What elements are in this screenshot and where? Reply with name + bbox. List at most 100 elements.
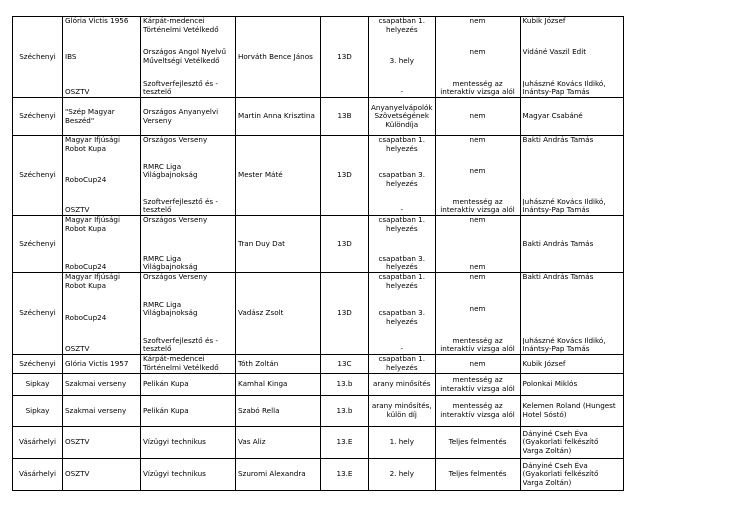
table-cell: Országos Verseny RMRC Liga Világbajnokság… bbox=[140, 272, 236, 355]
table-cell: csapatban 1. helyezés csapatban 3. helyez… bbox=[368, 135, 436, 216]
cell-text: nem bbox=[469, 273, 486, 281]
table-cell: Szuromi Alexandra bbox=[235, 458, 321, 491]
cell-content: Polonkai Miklós bbox=[522, 375, 621, 395]
table-cell: Vásárhelyi bbox=[12, 426, 63, 459]
table-cell: 13.E bbox=[320, 426, 369, 459]
cell-content: Kamhal Kinga bbox=[238, 375, 318, 395]
table-cell: Magyar Ifjúsági Robot Kupa RoboCup24 bbox=[62, 215, 141, 273]
table-cell: Glória Victis 1956 IBS OSZTV bbox=[62, 16, 141, 98]
cell-text: Pelikán Kupa bbox=[143, 379, 189, 389]
cell-content: Szakmai verseny bbox=[65, 397, 138, 426]
cell-text: RMRC Liga Világbajnokság bbox=[143, 161, 198, 180]
table-row: Széchenyi Magyar Ifjúsági Robot Kupa RoboC… bbox=[12, 135, 624, 216]
cell-text: IBS bbox=[65, 51, 77, 61]
cell-content: arany minősítés bbox=[371, 375, 433, 395]
cell-content: nem nem bbox=[438, 217, 518, 272]
table-cell: 2. hely bbox=[368, 458, 436, 491]
cell-text: csapatban 1. helyezés bbox=[378, 216, 426, 233]
cell-text: nem bbox=[469, 136, 486, 144]
cell-text: Sipkay bbox=[25, 379, 50, 389]
table-cell: Polonkai Miklós bbox=[519, 373, 624, 396]
table-row: Széchenyi Magyar Ifjúsági Robot Kupa RoboC… bbox=[12, 215, 624, 273]
cell-text: Vas Aliz bbox=[238, 437, 266, 447]
cell-content: Széchenyi bbox=[15, 99, 60, 135]
table-cell: Széchenyi bbox=[12, 16, 63, 98]
table-cell: Bakti András Tamás bbox=[519, 215, 624, 273]
cell-text: Kamhal Kinga bbox=[238, 379, 288, 389]
cell-text: Széchenyi bbox=[19, 238, 56, 248]
cell-text: csapatban 3. helyezés bbox=[378, 170, 426, 188]
table-cell: Magyar Csabáné bbox=[519, 97, 624, 136]
table-cell: 13D bbox=[320, 272, 369, 355]
table-cell: Kubik József bbox=[519, 354, 624, 374]
cell-content: Teljes felmentés bbox=[438, 428, 518, 458]
cell-text: 3. hely bbox=[389, 56, 414, 65]
cell-text: 13D bbox=[337, 238, 352, 248]
cell-text: arany minősítés bbox=[373, 379, 431, 389]
table-cell: 13.b bbox=[320, 395, 369, 427]
table-cell: Mester Máté bbox=[235, 135, 321, 216]
cell-content: Kubik József Vidáné Vaszil Edit Juhászné K… bbox=[522, 18, 621, 97]
table-cell: Glória Victis 1957 bbox=[62, 354, 141, 374]
table-row: Széchenyi "Szép Magyar Beszéd" Országos An… bbox=[12, 97, 624, 136]
cell-content: nem nem mentesség az interaktív vizsga aló… bbox=[438, 18, 518, 97]
cell-content: Magyar Ifjúsági Robot Kupa RoboCup24 OSZTV bbox=[65, 274, 138, 354]
cell-content: 1. hely bbox=[371, 428, 433, 458]
table-cell: Bakti András Tamás Juhászné Kovács Ildikó… bbox=[519, 135, 624, 216]
table-cell: nem nem mentesség az interaktív vizsga aló… bbox=[434, 16, 521, 98]
cell-text: Magyar Csabáné bbox=[522, 111, 583, 121]
cell-content: Tran Duy Dat bbox=[238, 217, 318, 272]
results-table: Széchenyi Glória Victis 1956 IBS OSZTV Kárpá… bbox=[12, 16, 624, 491]
cell-content: Teljes felmentés bbox=[438, 460, 518, 490]
cell-content: Széchenyi bbox=[15, 18, 60, 97]
cell-content: csapatban 1. helyezés csapatban 3. helyez… bbox=[371, 137, 433, 215]
cell-content: 13.b bbox=[323, 375, 366, 395]
cell-text: Országos Angol Nyelvű Műveltségi Vetélke… bbox=[143, 47, 227, 65]
cell-text: csapatban 3. helyezés bbox=[378, 253, 426, 272]
table-cell: mentesség az interaktív vizsga alól bbox=[434, 395, 521, 427]
cell-content: Országos Verseny RMRC Liga Világbajnokság… bbox=[143, 137, 233, 215]
table-cell: Magyar Ifjúsági Robot Kupa RoboCup24 OSZTV bbox=[62, 135, 141, 216]
cell-text: 13.E bbox=[336, 469, 353, 479]
cell-text: Vásárhelyi bbox=[19, 469, 56, 479]
cell-text: 13.b bbox=[336, 379, 353, 389]
cell-text: Dányiné Cseh Éva (Gyakorlati felkészítő … bbox=[522, 428, 599, 455]
table-row: Vásárhelyi OSZTV Vízügyi technikus Vas Aliz… bbox=[12, 426, 624, 459]
table-cell: Széchenyi bbox=[12, 272, 63, 355]
cell-content: Dányiné Cseh Éva (Gyakorlati felkészítő … bbox=[522, 428, 621, 458]
cell-text: mentesség az interaktív vizsga alól bbox=[440, 335, 515, 354]
table-cell: Dányiné Cseh Éva (Gyakorlati felkészítő … bbox=[519, 458, 624, 491]
cell-text: Szakmai verseny bbox=[65, 405, 127, 415]
cell-text: 13C bbox=[337, 358, 352, 368]
table-cell: Széchenyi bbox=[12, 135, 63, 216]
cell-content: Vadász Zsolt bbox=[238, 274, 318, 354]
table-cell: Széchenyi bbox=[12, 354, 63, 374]
cell-text: OSZTV bbox=[65, 87, 90, 97]
table-cell: arany minősítés, külön díj bbox=[368, 395, 436, 427]
table-cell: Tóth Zoltán bbox=[235, 354, 321, 374]
cell-text: Martin Anna Krisztina bbox=[238, 111, 315, 121]
table-cell: "Szép Magyar Beszéd" bbox=[62, 97, 141, 136]
cell-text: Bakti András Tamás bbox=[522, 238, 594, 248]
cell-text: RoboCup24 bbox=[65, 262, 107, 272]
cell-text: Tóth Zoltán bbox=[238, 358, 279, 368]
cell-text: Széchenyi bbox=[19, 51, 56, 61]
table-cell: arany minősítés bbox=[368, 373, 436, 396]
cell-text: Magyar Ifjúsági Robot Kupa bbox=[65, 136, 120, 153]
cell-text: Szakmai verseny bbox=[65, 379, 127, 389]
table-cell: 1. hely bbox=[368, 426, 436, 459]
cell-text: Polonkai Miklós bbox=[522, 379, 578, 389]
cell-text: mentesség az interaktív vizsga alól bbox=[440, 401, 515, 419]
table-cell: nem nem mentesség az interaktív vizsga aló… bbox=[434, 135, 521, 216]
cell-content: 13D bbox=[323, 137, 366, 215]
table-cell: 13.b bbox=[320, 373, 369, 396]
cell-text: 13D bbox=[337, 170, 352, 180]
table-cell: 13.E bbox=[320, 458, 369, 491]
cell-text: RMRC Liga Világbajnokság bbox=[143, 253, 198, 272]
cell-text: OSZTV bbox=[65, 205, 90, 215]
cell-content: Kelemen Roland (Hungest Hotel Sóstó) bbox=[523, 397, 621, 426]
cell-text: - bbox=[400, 87, 404, 97]
cell-text: Vidáné Vaszil Edit bbox=[522, 47, 587, 57]
cell-text: Vízügyi technikus bbox=[143, 437, 206, 447]
